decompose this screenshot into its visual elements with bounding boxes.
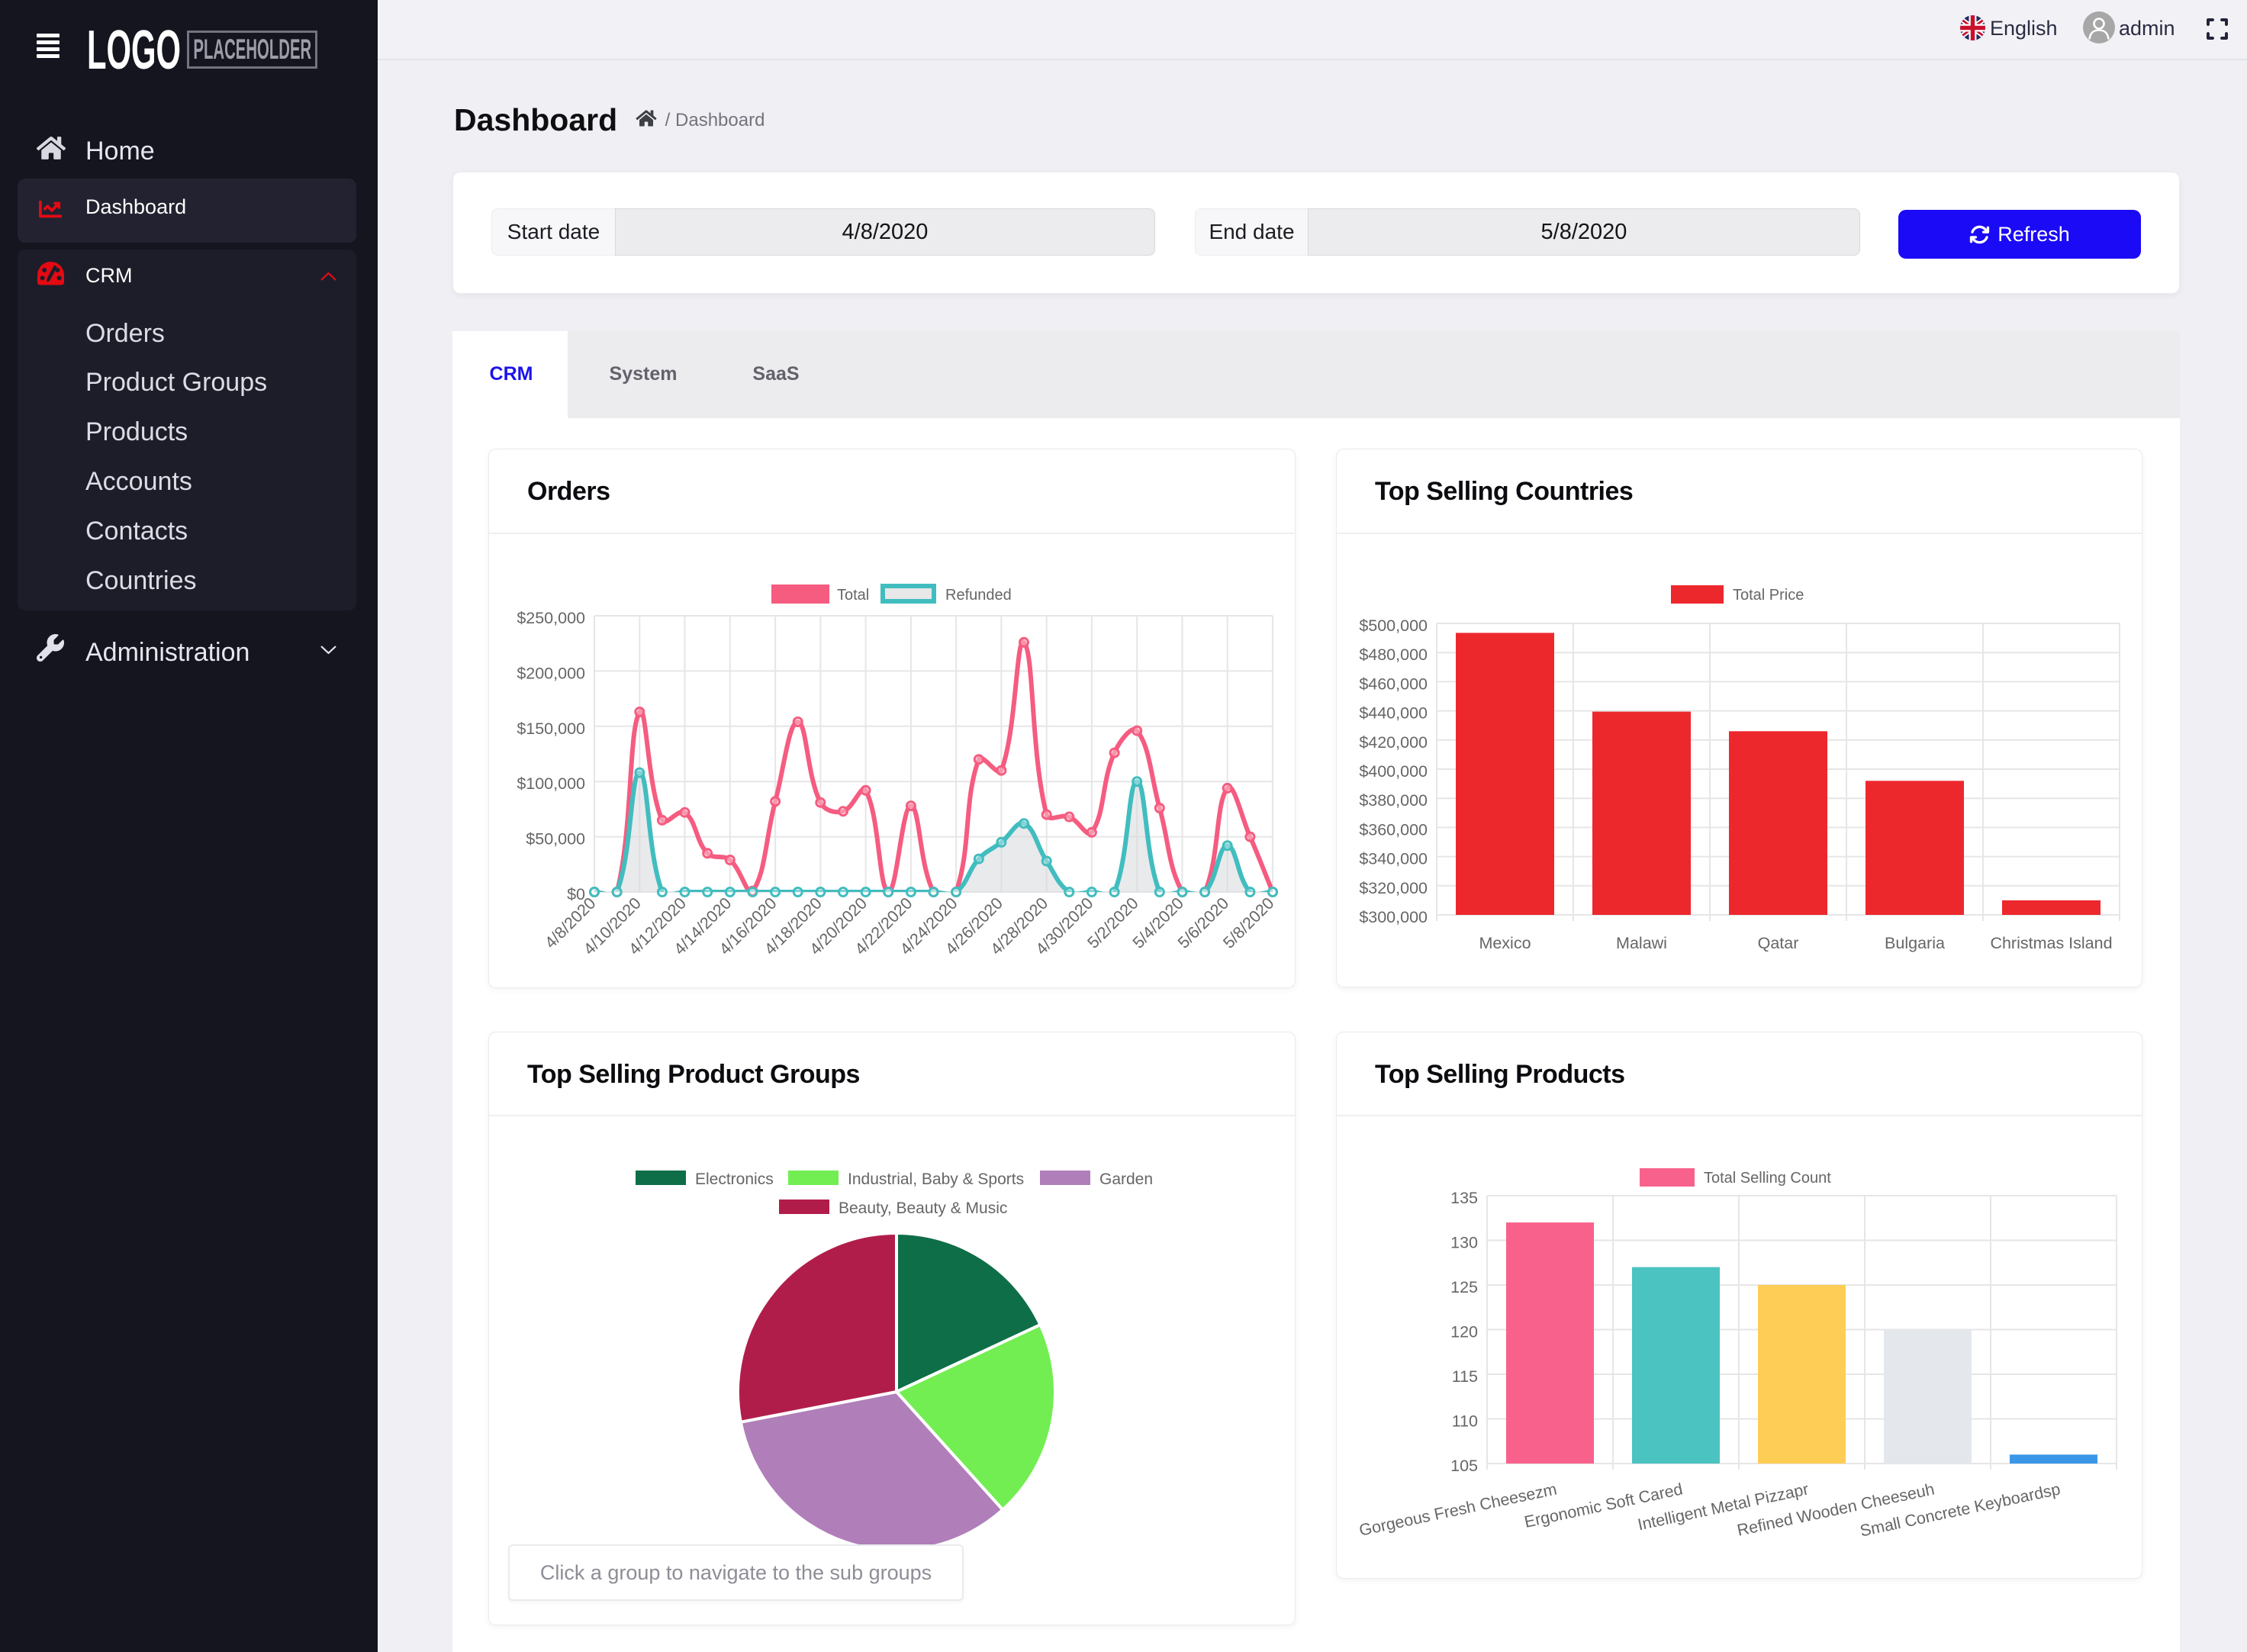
svg-text:$420,000: $420,000 [1359,733,1428,752]
svg-text:125: 125 [1450,1278,1478,1296]
svg-text:120: 120 [1450,1323,1478,1341]
svg-text:$500,000: $500,000 [1359,617,1428,635]
svg-text:Bulgaria: Bulgaria [1885,934,1945,952]
svg-text:$150,000: $150,000 [517,720,585,738]
svg-text:Refunded: Refunded [945,587,1012,604]
svg-text:$460,000: $460,000 [1359,675,1428,693]
svg-text:$360,000: $360,000 [1359,820,1428,839]
svg-text:Total Selling Count: Total Selling Count [1704,1170,1831,1187]
svg-text:115: 115 [1452,1367,1478,1386]
svg-text:Electronics: Electronics [695,1171,774,1188]
svg-text:$380,000: $380,000 [1359,791,1428,810]
svg-text:Christmas Island: Christmas Island [1990,934,2112,952]
svg-text:$0: $0 [567,885,585,903]
svg-text:135: 135 [1450,1189,1478,1207]
svg-text:$300,000: $300,000 [1359,908,1428,926]
svg-text:5/8/2020: 5/8/2020 [1219,894,1277,952]
svg-text:Total Price: Total Price [1733,587,1804,604]
svg-text:$200,000: $200,000 [517,664,585,682]
svg-text:$50,000: $50,000 [526,830,585,849]
svg-text:$480,000: $480,000 [1359,646,1428,664]
svg-text:105: 105 [1450,1457,1478,1475]
svg-text:$340,000: $340,000 [1359,850,1428,868]
svg-text:$100,000: $100,000 [517,774,585,793]
svg-text:Qatar: Qatar [1758,934,1799,952]
svg-text:Beauty, Beauty & Music: Beauty, Beauty & Music [839,1200,1007,1217]
svg-text:Malawi: Malawi [1616,934,1667,952]
svg-text:Total: Total [837,587,869,604]
svg-text:110: 110 [1452,1412,1478,1431]
svg-text:Industrial, Baby & Sports: Industrial, Baby & Sports [848,1171,1024,1188]
svg-text:$440,000: $440,000 [1359,704,1428,723]
svg-text:$320,000: $320,000 [1359,879,1428,897]
svg-text:Garden: Garden [1099,1171,1153,1188]
svg-text:$250,000: $250,000 [517,609,585,627]
svg-text:130: 130 [1450,1234,1478,1252]
svg-text:Mexico: Mexico [1479,934,1531,952]
svg-text:$400,000: $400,000 [1359,762,1428,781]
